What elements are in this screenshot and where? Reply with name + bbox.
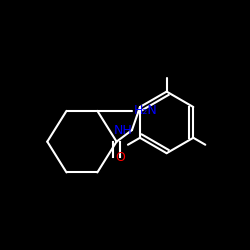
- Text: NH: NH: [113, 124, 132, 136]
- Text: H₂N: H₂N: [134, 104, 158, 117]
- Text: O: O: [116, 150, 125, 164]
